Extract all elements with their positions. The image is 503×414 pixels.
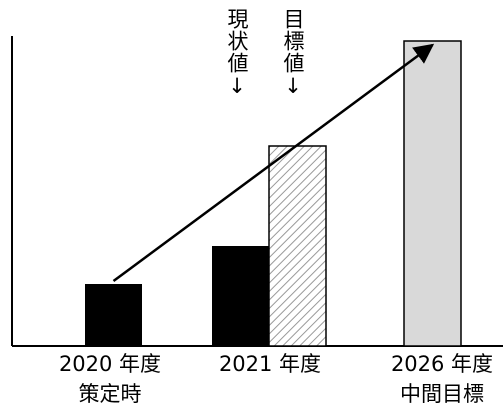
bar-actual-1: [212, 246, 269, 346]
actual-value-annotation: 現状値↓: [225, 8, 249, 99]
bar-target-1: [268, 145, 327, 347]
bar-target-2: [403, 40, 462, 347]
x-tick-label-2021-line1: 2021 年度: [218, 352, 322, 376]
x-tick-label-2026: 2026 年度 中間目標: [372, 349, 503, 409]
trend-arrow: [112, 43, 435, 283]
x-tick-label-2026-line2: 中間目標: [400, 382, 484, 406]
x-tick-label-2020-line2: 策定時: [78, 382, 142, 406]
x-tick-label-2020-line1: 2020 年度: [58, 352, 162, 376]
bar-actual-0: [85, 284, 142, 346]
x-tick-label-2020: 2020 年度 策定時: [40, 349, 180, 409]
x-tick-label-2026-line1: 2026 年度: [390, 352, 494, 376]
x-tick-label-2021: 2021 年度: [200, 349, 340, 379]
bars-group: [85, 40, 462, 347]
target-value-annotation: 目標値↓: [281, 8, 305, 99]
